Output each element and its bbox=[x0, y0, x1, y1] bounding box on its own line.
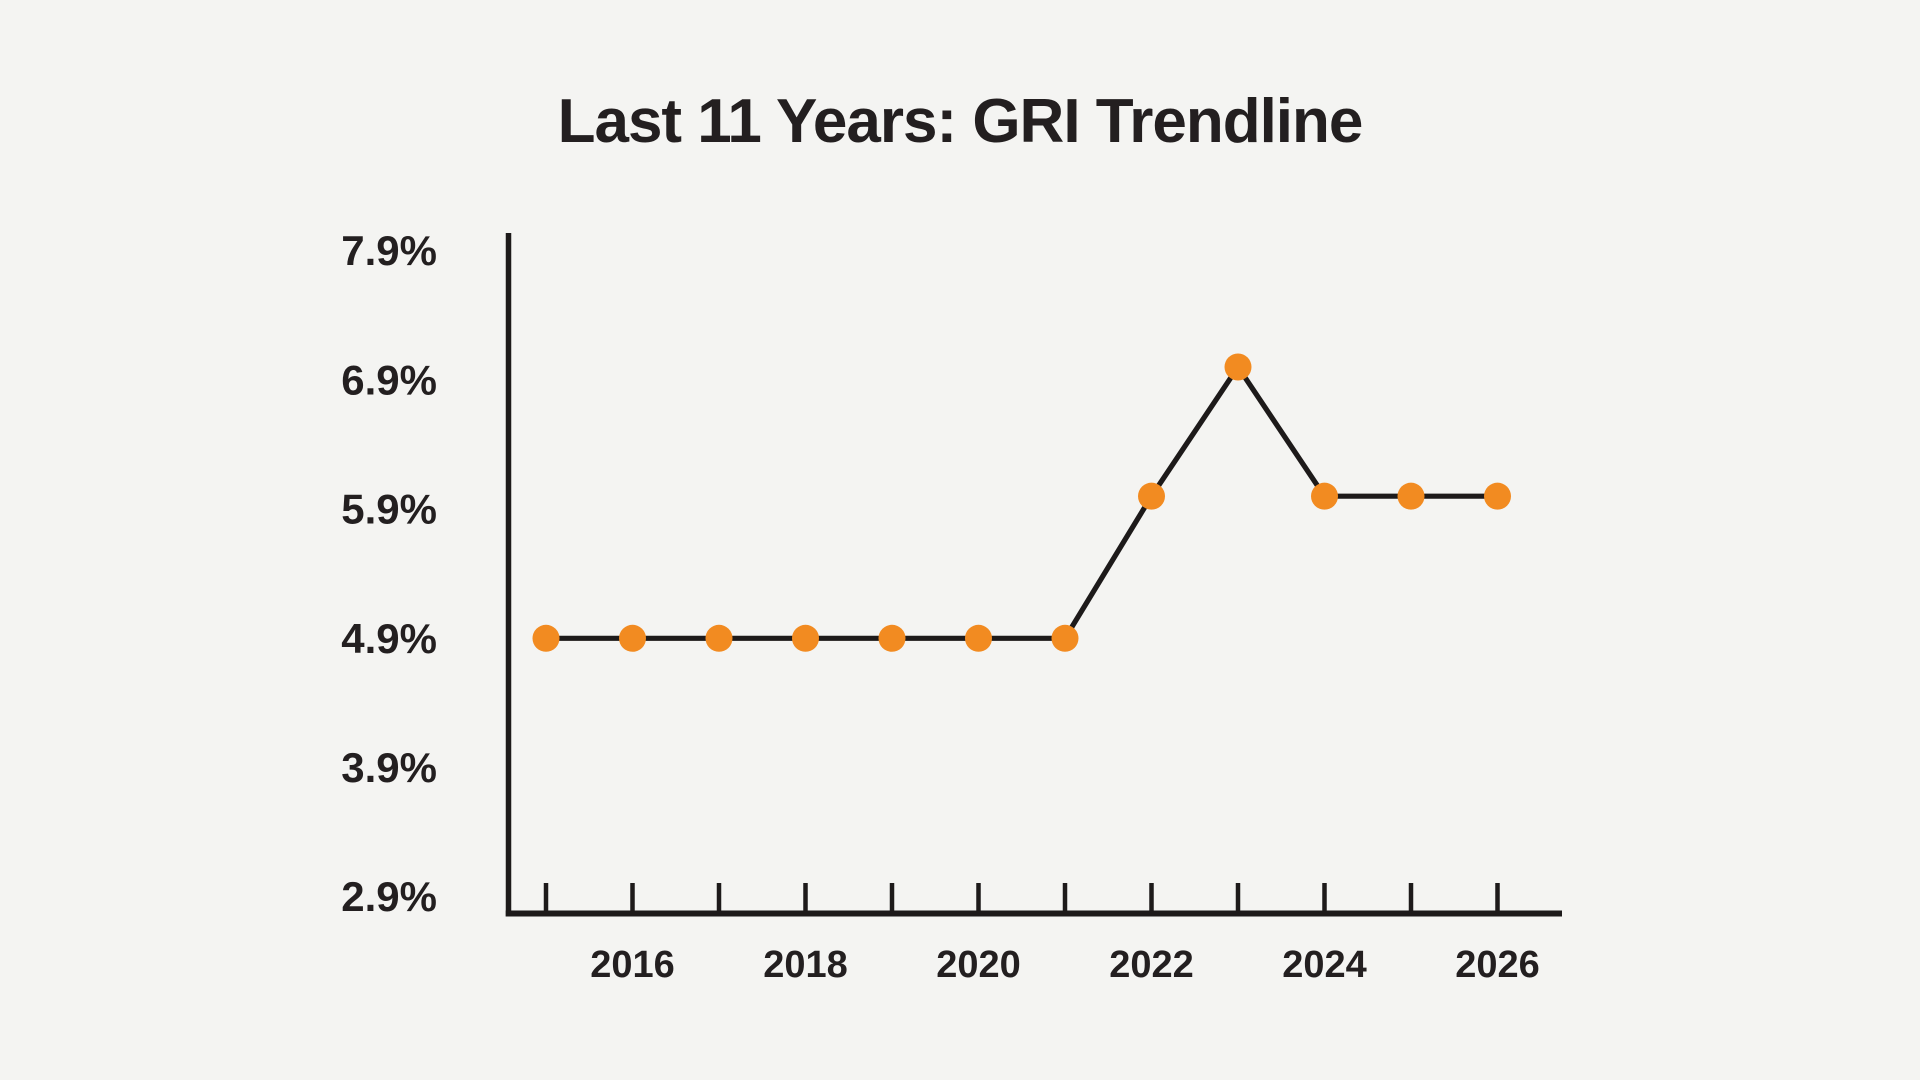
x-tick-label: 2024 bbox=[1282, 944, 1367, 986]
x-tick-label: 2018 bbox=[763, 944, 848, 986]
data-point bbox=[1484, 482, 1511, 510]
data-point bbox=[1051, 624, 1079, 652]
data-point bbox=[619, 624, 646, 652]
x-tick-label: 2022 bbox=[1109, 944, 1194, 986]
x-tick-label: 2016 bbox=[590, 944, 675, 986]
data-point bbox=[705, 624, 733, 652]
data-point bbox=[532, 624, 560, 652]
data-point bbox=[878, 624, 906, 652]
y-tick-label: 7.9% bbox=[341, 227, 437, 274]
data-point bbox=[1397, 482, 1425, 510]
y-tick-label: 4.9% bbox=[341, 615, 437, 662]
x-tick-label: 2026 bbox=[1455, 944, 1540, 986]
trend-line bbox=[546, 362, 1498, 641]
chart-title: Last 11 Years: GRI Trendline bbox=[557, 87, 1364, 156]
data-point bbox=[792, 624, 819, 652]
y-tick-label: 6.9% bbox=[341, 356, 437, 403]
data-point bbox=[1311, 482, 1338, 510]
y-tick-label: 3.9% bbox=[341, 744, 437, 791]
data-point bbox=[965, 624, 992, 652]
data-point bbox=[1224, 353, 1252, 381]
y-tick-label: 2.9% bbox=[341, 873, 437, 920]
data-point bbox=[1138, 482, 1165, 510]
y-tick-label: 5.9% bbox=[341, 486, 437, 533]
x-tick-label: 2020 bbox=[936, 944, 1021, 986]
